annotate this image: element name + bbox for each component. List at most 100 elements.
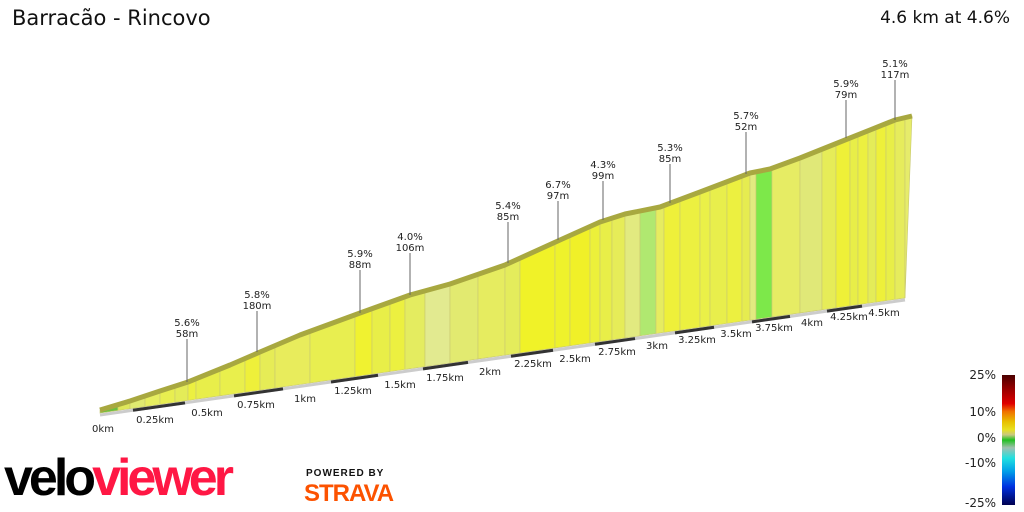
profile-segment — [389, 296, 406, 372]
annotation-grade: 6.7% — [545, 180, 570, 191]
annotation-length: 99m — [592, 171, 614, 182]
profile-segment — [709, 181, 728, 327]
x-tick-label: 2.75km — [598, 347, 636, 358]
annotation-grade: 5.7% — [733, 111, 758, 122]
profile-segment — [755, 167, 773, 320]
x-tick-label: 2.5km — [559, 354, 590, 365]
profile-segment — [699, 187, 711, 328]
logo-part: velo — [4, 449, 96, 507]
distance-band — [674, 325, 715, 335]
x-tick-label: 1.75km — [426, 373, 464, 384]
profile-segment — [554, 235, 571, 349]
profile-segment — [519, 241, 556, 354]
profile-segment — [835, 137, 851, 309]
profile-segment — [371, 301, 391, 375]
profile-segment — [849, 134, 859, 307]
x-tick-label: 1.5km — [384, 380, 415, 391]
profile-segment — [885, 119, 896, 302]
profile-segment — [404, 290, 426, 370]
climb-title: Barracão - Rincovo — [12, 6, 211, 30]
logo-part: viewer — [92, 449, 234, 507]
annotation-grade: 4.0% — [397, 232, 422, 243]
profile-segment — [424, 283, 451, 367]
legend-tick: 25% — [969, 368, 996, 382]
profile-segment — [821, 143, 837, 311]
annotation-length: 180m — [243, 301, 272, 312]
profile-segment — [477, 264, 506, 360]
legend-tick: 0% — [976, 431, 996, 445]
legend-tick: -25% — [964, 496, 996, 510]
profile-segment — [589, 221, 601, 344]
profile-segment — [639, 207, 657, 337]
veloviewer-logo: veloviewer — [4, 449, 234, 507]
x-tick-label: 2.25km — [514, 359, 552, 370]
distance-band — [510, 348, 554, 358]
distance-band — [826, 304, 863, 313]
profile-segment — [741, 172, 751, 322]
profile-end-face — [904, 115, 913, 299]
x-tick-label: 4.5km — [868, 308, 899, 319]
annotation-length: 88m — [349, 260, 371, 271]
x-tick-label: 4.25km — [830, 312, 868, 323]
profile-segment — [894, 117, 906, 300]
profile-segment — [599, 217, 613, 342]
x-tick-label: 0km — [92, 424, 114, 435]
profile-segment — [875, 123, 887, 303]
profile-segment — [504, 257, 521, 356]
x-tick-label: 0.5km — [191, 408, 222, 419]
legend-tick: 10% — [969, 405, 996, 419]
x-tick-label: 2km — [479, 367, 501, 378]
annotation-length: 117m — [881, 70, 910, 81]
gradient-legend-bar — [1002, 375, 1015, 505]
legend-tick: -10% — [964, 456, 996, 470]
distance-band — [751, 314, 791, 324]
annotation-grade: 5.9% — [347, 249, 372, 260]
profile-segment — [749, 171, 757, 321]
annotation-grade: 5.9% — [833, 79, 858, 90]
annotation-length: 52m — [735, 122, 757, 133]
strava-logo: STRAVA — [304, 480, 394, 507]
x-tick-label: 0.25km — [136, 415, 174, 426]
annotation-grade: 5.3% — [657, 143, 682, 154]
x-tick-label: 3km — [646, 341, 668, 352]
annotation-length: 97m — [547, 191, 569, 202]
annotation-length: 85m — [659, 154, 681, 165]
profile-segment — [611, 213, 626, 341]
x-tick-label: 3.25km — [678, 335, 716, 346]
x-tick-label: 1.25km — [334, 386, 372, 397]
distance-band — [422, 360, 469, 371]
x-tick-label: 3.5km — [720, 329, 751, 340]
profile-segment — [799, 148, 823, 314]
annotation-grade: 5.4% — [495, 201, 520, 212]
annotation-grade: 5.1% — [882, 59, 907, 70]
powered-by-label: POWERED BY — [306, 468, 385, 479]
annotation-grade: 4.3% — [590, 160, 615, 171]
profile-segment — [663, 199, 681, 333]
distance-band — [233, 387, 284, 398]
x-tick-label: 1km — [294, 394, 316, 405]
annotation-length: 85m — [497, 212, 519, 223]
distance-band — [594, 337, 636, 346]
profile-top-surface — [99, 113, 913, 413]
x-tick-label: 4km — [801, 318, 823, 329]
x-tick-label: 0.75km — [237, 400, 275, 411]
profile-segment — [726, 175, 743, 324]
annotation-grade: 5.8% — [244, 290, 269, 301]
profile-segment — [867, 127, 877, 304]
distance-band — [132, 401, 186, 412]
annotation-grade: 5.6% — [174, 318, 199, 329]
profile-segment — [624, 210, 641, 339]
distance-band — [330, 373, 379, 384]
annotation-length: 79m — [835, 90, 857, 101]
profile-segment — [449, 273, 479, 364]
annotation-length: 58m — [176, 329, 198, 340]
profile-segment — [679, 191, 701, 331]
profile-segment — [569, 226, 591, 347]
profile-segment — [354, 308, 373, 377]
x-tick-label: 3.75km — [755, 323, 793, 334]
profile-segment — [857, 130, 869, 306]
climb-summary: 4.6 km at 4.6% — [880, 8, 1010, 28]
annotation-length: 106m — [396, 243, 425, 254]
profile-segment — [655, 205, 665, 334]
